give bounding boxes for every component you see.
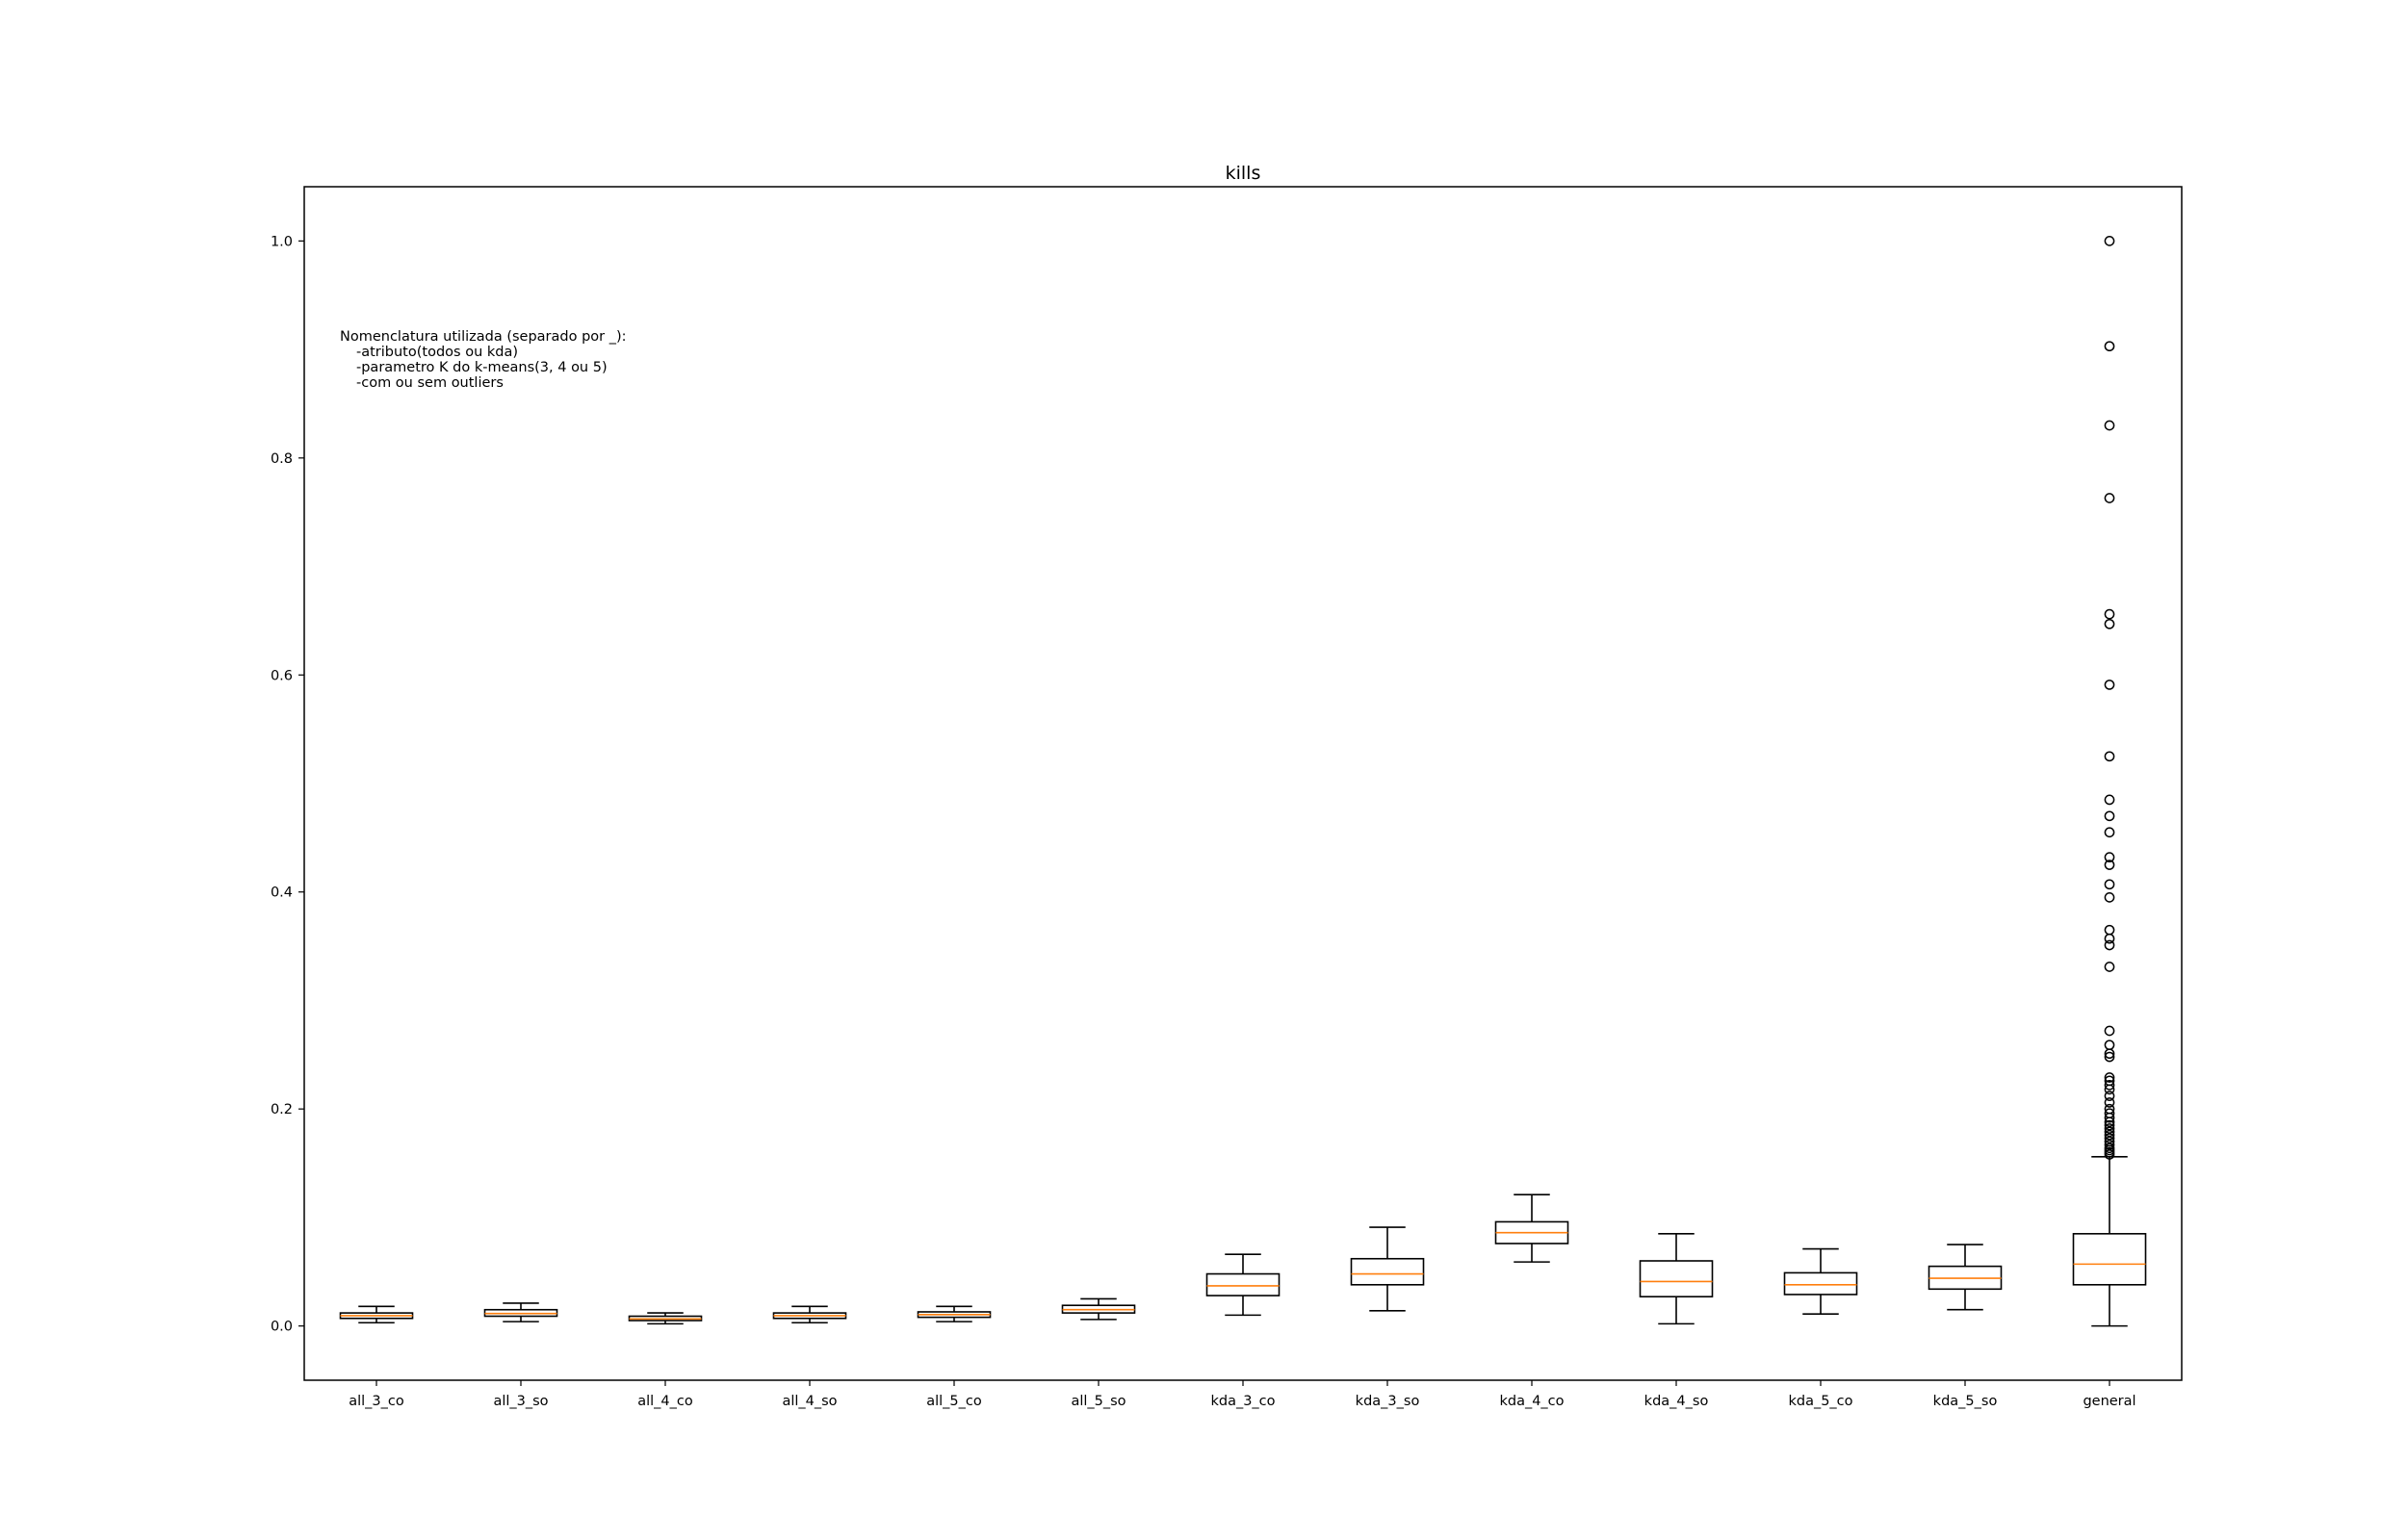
box-general xyxy=(2072,236,2147,1327)
box-all_5_so xyxy=(1061,1297,1136,1321)
x-tick-label: kda_5_so xyxy=(1933,1394,1998,1409)
nomenclature-annotation: Nomenclatura utilizada (separado por _):… xyxy=(340,329,627,391)
x-tick-label: kda_3_so xyxy=(1356,1394,1420,1409)
outlier-point xyxy=(2104,1091,2115,1102)
outlier-point xyxy=(2104,852,2115,863)
outlier-point xyxy=(2104,1097,2115,1108)
outlier-point xyxy=(2104,1140,2115,1150)
annotation-line: -atributo(todos ou kda) xyxy=(356,345,518,360)
outlier-point xyxy=(2104,1129,2115,1141)
annotation-line: Nomenclatura utilizada (separado por _): xyxy=(340,329,627,345)
x-tick-label: all_5_so xyxy=(1071,1394,1126,1409)
outlier-point xyxy=(2104,236,2115,246)
box-body xyxy=(1783,1271,1858,1296)
outlier-point xyxy=(2104,1048,2115,1060)
outlier-point xyxy=(2104,1123,2115,1134)
x-axis: all_3_co all_3_so all_4_co all_4_so all_5_co… xyxy=(349,1380,2136,1409)
outlier-point xyxy=(2104,1080,2115,1091)
box-body xyxy=(1639,1260,1714,1298)
outlier-point xyxy=(2104,933,2115,944)
outlier-point xyxy=(2104,1051,2115,1063)
outlier-point xyxy=(2104,1112,2115,1123)
x-tick-label: all_5_co xyxy=(926,1394,982,1409)
x-tick-label: all_3_so xyxy=(493,1394,548,1409)
x-tick-label: kda_4_so xyxy=(1644,1394,1709,1409)
outlier-point xyxy=(2104,618,2115,629)
outlier-point xyxy=(2104,420,2115,431)
box-all_3_co xyxy=(339,1305,414,1324)
outlier-point xyxy=(2104,1116,2115,1128)
annotation-line: -parametro K do k-means(3, 4 ou 5) xyxy=(356,360,608,375)
box-all_4_so xyxy=(772,1305,847,1324)
plot-frame xyxy=(303,186,2183,1381)
y-tick-label: 0.6 xyxy=(271,668,293,683)
outlier-point xyxy=(2104,810,2115,822)
x-tick-label: kda_5_co xyxy=(1788,1394,1852,1409)
outlier-point xyxy=(2104,1072,2115,1083)
y-tick-label: 0.2 xyxy=(271,1102,293,1117)
y-tick-label: 1.0 xyxy=(271,234,293,249)
outlier-point xyxy=(2104,751,2115,762)
box-kda_5_co xyxy=(1783,1247,1858,1316)
outlier-point xyxy=(2104,1126,2115,1138)
box-kda_4_so xyxy=(1639,1233,1714,1325)
outlier-point xyxy=(2104,962,2115,972)
outlier-point xyxy=(2104,608,2115,620)
box-kda_3_so xyxy=(1350,1226,1425,1312)
box-body xyxy=(1205,1272,1281,1296)
x-tick-label: kda_4_co xyxy=(1499,1394,1564,1409)
x-tick-label: general xyxy=(2083,1394,2135,1409)
box-all_5_co xyxy=(917,1305,992,1322)
outlier-point xyxy=(2104,860,2115,870)
x-tick-label: all_3_co xyxy=(349,1394,404,1409)
y-tick-label: 0.4 xyxy=(271,886,293,901)
outlier-point xyxy=(2104,1025,2115,1037)
outlier-point xyxy=(2104,1133,2115,1143)
annotation-line: -com ou sem outliers xyxy=(356,375,504,391)
plot-marks xyxy=(339,236,2147,1327)
box-body xyxy=(1350,1257,1425,1286)
outlier-point xyxy=(2104,939,2115,951)
box-all_4_co xyxy=(628,1312,703,1325)
box-all_3_so xyxy=(483,1302,558,1322)
y-axis: 0.0 0.2 0.4 0.6 0.8 1.0 xyxy=(271,234,304,1335)
y-tick-label: 0.8 xyxy=(271,451,293,467)
box-body xyxy=(2072,1233,2147,1286)
y-tick-label: 0.0 xyxy=(271,1320,293,1335)
outlier-point xyxy=(2104,1084,2115,1095)
box-kda_4_co xyxy=(1494,1194,1569,1263)
outlier-point xyxy=(2104,493,2115,503)
x-tick-label: kda_3_co xyxy=(1210,1394,1275,1409)
outlier-point xyxy=(2104,879,2115,890)
outlier-point xyxy=(2104,680,2115,690)
x-tick-label: all_4_so xyxy=(782,1394,837,1409)
outlier-point xyxy=(2104,1119,2115,1131)
box-kda_5_so xyxy=(1928,1244,2003,1311)
box-kda_3_co xyxy=(1205,1253,1281,1317)
outlier-point xyxy=(2104,892,2115,903)
outlier-point xyxy=(2104,827,2115,838)
outlier-point xyxy=(2104,341,2115,352)
x-tick-label: all_4_co xyxy=(637,1394,693,1409)
outlier-point xyxy=(2104,1149,2115,1160)
chart-title: kills xyxy=(1226,163,1261,184)
outlier-point xyxy=(2104,794,2115,806)
